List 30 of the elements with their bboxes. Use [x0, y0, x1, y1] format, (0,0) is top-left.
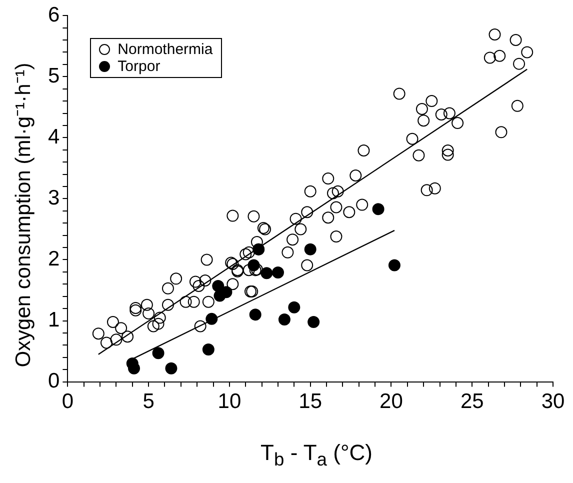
x-axis-title: T$_{b}$ - T$_{a}$ (°C) [260, 440, 374, 470]
point [202, 343, 214, 356]
y-tick-label: 3 [48, 186, 60, 210]
x-tick-label: 10 [218, 390, 242, 414]
point [272, 266, 284, 279]
point [260, 267, 273, 280]
point [278, 314, 290, 326]
legend-label: Normothermia [116, 40, 213, 58]
y-tick-label: 4 [48, 125, 60, 148]
point [288, 301, 300, 314]
y-axis-title: Oxygen consumption (ml·g⁻¹·h⁻¹) [11, 62, 36, 368]
y-tick-label: 1 [48, 308, 60, 332]
point [388, 259, 400, 272]
point [308, 316, 320, 328]
x-tick-label: 5 [142, 390, 154, 414]
y-tick-label: 2 [48, 248, 60, 271]
y-tick-label: 0 [48, 370, 60, 393]
legend-label: Torpor [116, 58, 162, 75]
x-tick-label: 20 [380, 390, 403, 414]
point [249, 308, 262, 321]
x-tick-label: 25 [460, 390, 484, 414]
point [165, 362, 178, 374]
x-tick-label: 15 [298, 390, 322, 414]
point [206, 312, 218, 325]
y-tick-label: 6 [48, 3, 60, 26]
point [152, 347, 164, 360]
point [372, 203, 384, 216]
y-tick-label: 5 [48, 64, 60, 88]
point [304, 243, 316, 256]
x-tick-label: 30 [541, 390, 565, 414]
